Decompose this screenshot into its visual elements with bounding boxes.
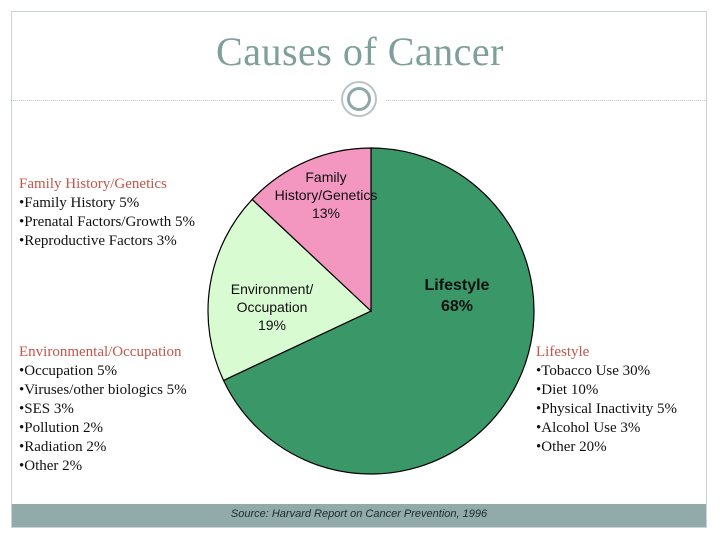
pie-label-family-line-2: History/Genetics [275,187,378,203]
callout-environment-item-4: •Pollution 2% [19,420,104,436]
callout-family-genetics: Family History/Genetics •Family History … [19,175,195,251]
pie-label-lifestyle-line-2: 68% [441,298,473,315]
callout-lifestyle-item-2: •Diet 10% [536,382,599,398]
pie-label-lifestyle-line-1: Lifestyle [425,277,490,294]
pie-label-environment-line-1: Environment/ [231,281,314,297]
callout-environment-heading: Environmental/Occupation [19,344,182,360]
pie-label-environment-line-2: Occupation [237,299,308,315]
callout-environment-item-2: •Viruses/other biologics 5% [19,382,187,398]
pie-label-family: Family History/Genetics 13% [275,169,378,221]
pie-label-environment-line-3: 19% [258,317,286,333]
callout-family-item-1: •Family History 5% [19,195,140,211]
callout-environment-item-5: •Radiation 2% [19,439,107,455]
pie-slice-environment [207,198,373,382]
slide-title: Causes of Cancer [216,29,504,74]
callout-environment-item-1: •Occupation 5% [19,363,118,379]
slide-frame [11,11,707,528]
divider-ornament-icon [341,81,377,117]
callout-family-item-2: •Prenatal Factors/Growth 5% [19,214,196,230]
callout-environment-item-3: •SES 3% [19,401,74,417]
source-citation: Source: Harvard Report on Cancer Prevent… [230,508,488,520]
pie-label-environment: Environment/Occupation 19% [231,281,314,333]
divider-ornament-ring [347,87,371,111]
footer-bar: Source: Harvard Report on Cancer Prevent… [12,504,706,527]
pie-slice-family [251,147,372,313]
title-divider-right [386,100,707,101]
pie-slice-labels: Lifestyle 68% Environment/Occupation 19% Fam… [231,169,490,333]
pie-slices [207,147,535,475]
callout-lifestyle-item-4: •Alcohol Use 3% [536,420,641,436]
callout-environment-item-6: •Other 2% [19,458,83,474]
callout-family-item-3: •Reproductive Factors 3% [19,233,177,249]
pie-label-family-line-1: Family [305,169,346,185]
callout-lifestyle-item-3: •Physical Inactivity 5% [536,401,678,417]
pie-slice-lifestyle [222,147,535,475]
callout-lifestyle: Lifestyle •Tobacco Use 30% •Diet 10% •Ph… [536,343,677,457]
callout-family-heading: Family History/Genetics [19,176,167,192]
title-divider-left [11,100,334,101]
callout-lifestyle-item-5: •Other 20% [536,439,607,455]
pie-label-lifestyle: Lifestyle 68% [425,277,490,315]
pie-label-family-line-3: 13% [312,205,340,221]
callout-environment: Environmental/Occupation •Occupation 5% … [19,343,187,476]
callout-lifestyle-item-1: •Tobacco Use 30% [536,363,651,379]
callout-lifestyle-heading: Lifestyle [536,344,590,360]
